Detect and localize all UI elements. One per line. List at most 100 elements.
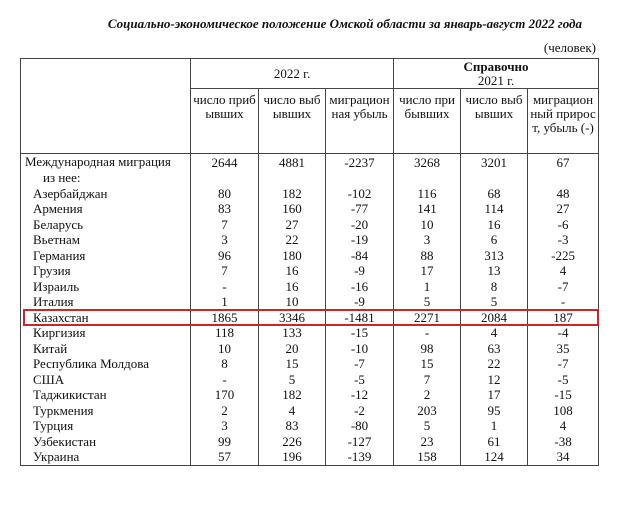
cell: 3201 [460,153,529,170]
year-ref: 2021 г. [477,72,515,88]
total-row: Международная миграция 2644 4881 -2237 3268 3… [20,153,600,170]
year-header: 2022 г. [189,58,395,89]
column-header: миграционный прирост, убыль (-) [527,88,600,154]
cell: 158 [393,449,462,466]
cell: 313 [460,247,529,263]
cell: 34 [527,449,600,466]
cell: -9 [324,294,395,310]
cell: 61 [460,433,529,449]
country-row: Китай 10 20 -10 98 63 35 [20,340,600,356]
cell: 10 [393,216,462,232]
cell: -102 [324,185,395,201]
cell: 4 [460,325,529,341]
country-row: Израиль -16 -16 1 8 -7 [20,278,600,294]
empty-cell [258,170,326,186]
cell: 2 [190,402,259,418]
cell: 98 [393,340,462,356]
cell: -2 [324,402,395,418]
country-row: Грузия 7 16 -9 17 13 4 [20,263,600,279]
cell: -84 [324,247,395,263]
cell: 10 [258,294,326,310]
cell: 4 [527,418,600,434]
cell: 1 [190,294,259,310]
cell: 4 [258,402,326,418]
cell: -10 [324,340,395,356]
country-name: Германия [20,247,191,263]
cell: 35 [527,340,600,356]
cell: 10 [190,340,259,356]
cell: -38 [527,433,600,449]
cell: 226 [258,433,326,449]
cell: 118 [190,325,259,341]
cell: 124 [460,449,529,466]
country-row: Киргизия 118 133 -15-4 -4 [20,325,600,341]
cell: -1481 [324,309,395,325]
cell: 4 [527,263,600,279]
cell: 2271 [393,309,462,325]
cell: 3 [393,232,462,248]
column-header: миграционная убыль [324,88,395,154]
empty-cell [527,170,600,186]
cell: - [527,294,600,310]
cell: 187 [527,309,600,325]
cell: 22 [460,356,529,372]
country-name: Италия [20,294,191,310]
cell: -225 [527,247,600,263]
country-row: Армения 83 160 -77 141 114 27 [20,201,600,217]
country-name: Таджикистан [20,387,191,403]
cell: -15 [527,387,600,403]
cell: 1 [393,278,462,294]
data-table: 2022 г. Справочно 2021 г. число прибывших… [20,58,600,466]
cell: 8 [460,278,529,294]
country-name: Беларусь [20,216,191,232]
cell: 96 [190,247,259,263]
cell: 114 [460,201,529,217]
cell: 67 [527,153,600,170]
country-row: Казахстан 1865 3346 -1481 2271 2084 187 [20,309,600,325]
cell: 7 [393,371,462,387]
cell: 48 [527,185,600,201]
column-header: число выбывших [460,88,529,154]
cell: 57 [190,449,259,466]
cell: -5 [527,371,600,387]
cell: -19 [324,232,395,248]
country-row: Украина 57 196 -139 158 124 34 [20,449,600,466]
cell: 7 [190,216,259,232]
cell: 16 [258,278,326,294]
reference-label: Справочно [463,58,529,74]
cell: -7 [324,356,395,372]
cell: 4881 [258,153,326,170]
country-name: Вьетнам [20,232,191,248]
title: Социально-экономическое положение Омской… [107,16,582,31]
country-name: Киргизия [20,325,191,341]
cell: -6 [527,216,600,232]
column-header: число прибывших [190,88,259,154]
country-row: Узбекистан 99 226 -127 23 61 -38 [20,433,600,449]
country-name: Грузия [20,263,191,279]
country-name: Турция [20,418,191,434]
cell: 22 [258,232,326,248]
country-row: Туркмения 2 4 -2 203 95 108 [20,402,600,418]
cell: 68 [460,185,529,201]
cell: 182 [258,185,326,201]
country-row: Беларусь 7 27 -20 10 16 -6 [20,216,600,232]
cell: -4 [527,325,600,341]
cell: 5 [393,294,462,310]
country-name: Азербайджан [20,185,191,201]
cell: 170 [190,387,259,403]
country-row: Вьетнам 3 22 -19 3 6 -3 [20,232,600,248]
cell: 141 [393,201,462,217]
country-name: Республика Молдова [20,356,191,372]
cell: 83 [258,418,326,434]
cell: -127 [324,433,395,449]
cell: 3346 [258,309,326,325]
cell: 63 [460,340,529,356]
cell: -139 [324,449,395,466]
cell: -7 [527,356,600,372]
cell: 160 [258,201,326,217]
cell: - [393,325,462,341]
cell: -9 [324,263,395,279]
cell: 15 [393,356,462,372]
cell: -80 [324,418,395,434]
